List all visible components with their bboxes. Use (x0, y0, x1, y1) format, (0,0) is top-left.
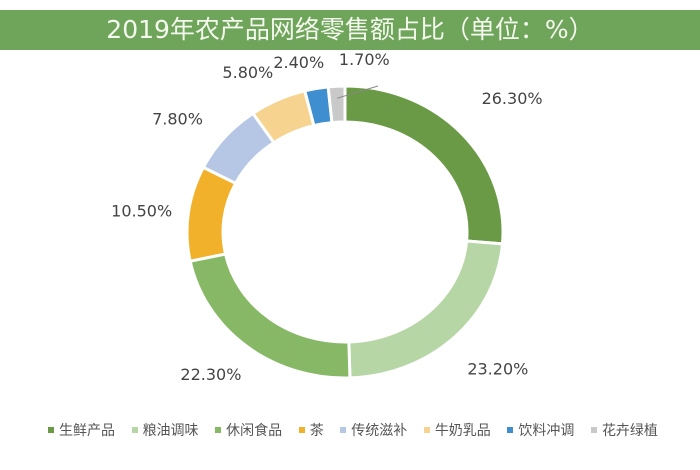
slice-休闲食品 (188, 252, 352, 380)
legend-swatch (48, 427, 54, 433)
legend-swatch (131, 427, 138, 433)
legend-label: 粮油调味 (142, 423, 199, 439)
legend-item: 牛奶乳品 (423, 420, 491, 440)
data-label: 23.20% (467, 360, 528, 379)
legend-item: 茶 (298, 420, 324, 440)
legend-item: 生鲜产品 (48, 420, 115, 440)
data-label: 5.80% (222, 63, 273, 82)
legend-item: 花卉绿植 (590, 420, 658, 440)
legend: 生鲜产品 粮油调味 休闲食品 茶 传统滋补 牛奶乳品 饮料冲调 花卉绿植 (48, 420, 658, 440)
legend-item: 饮料冲调 (507, 420, 574, 440)
slice-粮油调味 (347, 239, 505, 380)
legend-swatch (590, 427, 597, 433)
legend-label: 休闲食品 (226, 423, 283, 439)
legend-item: 粮油调味 (131, 420, 199, 440)
data-label: 26.30% (482, 89, 543, 108)
legend-label: 茶 (309, 423, 324, 439)
legend-swatch (507, 427, 514, 433)
legend-swatch (215, 427, 222, 433)
leader-line (337, 85, 379, 99)
legend-label: 传统滋补 (351, 423, 408, 439)
legend-label: 生鲜产品 (59, 423, 115, 439)
slice-茶 (185, 165, 238, 263)
data-label: 10.50% (111, 201, 172, 220)
data-label: 22.30% (180, 365, 241, 384)
legend-item: 休闲食品 (215, 420, 282, 440)
donut-chart: 26.30% 23.20% 22.30% 10.50% 7.80% 5.80%2.40% 1… (111, 50, 543, 384)
legend-label: 牛奶乳品 (434, 423, 491, 439)
legend-swatch (298, 427, 305, 433)
chart-title: 2019年农产品网络零售额占比（单位：%） (0, 10, 700, 50)
data-label: 1.70% (339, 50, 390, 69)
legend-item: 传统滋补 (340, 420, 407, 440)
slice-生鲜产品 (343, 84, 505, 246)
data-label: 7.80% (152, 109, 203, 128)
legend-label: 饮料冲调 (518, 423, 575, 439)
data-label: 2.40% (273, 53, 324, 72)
slice-花卉绿植 (326, 84, 347, 125)
legend-swatch (340, 427, 347, 433)
legend-label: 花卉绿植 (601, 423, 658, 439)
legend-swatch (423, 427, 430, 433)
